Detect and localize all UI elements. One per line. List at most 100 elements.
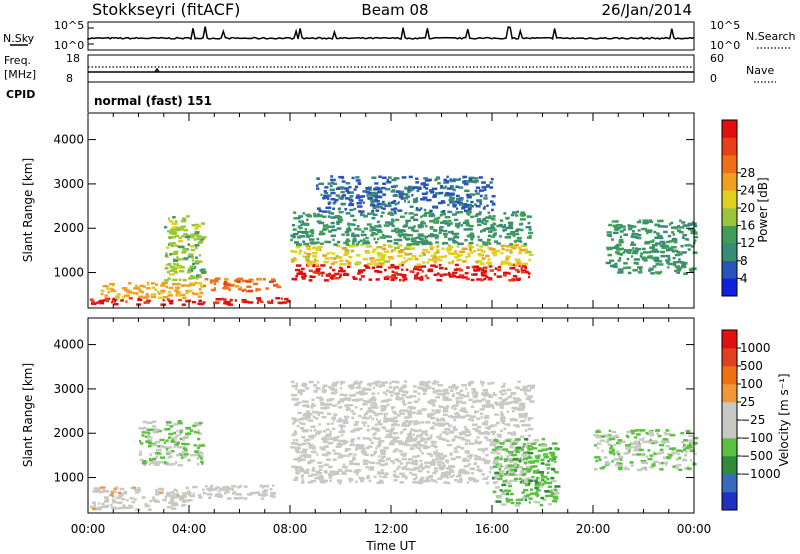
data-cell — [490, 177, 494, 181]
data-cell — [423, 437, 428, 441]
data-cell — [429, 427, 435, 430]
data-cell — [464, 450, 470, 453]
data-cell — [398, 195, 404, 199]
data-cell — [303, 455, 307, 459]
data-cell — [405, 195, 411, 198]
data-cell — [513, 477, 519, 481]
data-cell — [402, 421, 407, 425]
data-cell — [665, 249, 670, 252]
data-cell — [370, 441, 374, 444]
data-cell — [461, 384, 467, 387]
data-cell — [501, 225, 507, 228]
data-cell — [399, 230, 404, 234]
data-cell — [373, 195, 377, 199]
data-cell — [417, 454, 420, 458]
data-cell — [338, 468, 342, 472]
data-cell — [440, 185, 444, 188]
data-cell — [668, 454, 673, 457]
data-cell — [321, 448, 326, 451]
data-cell — [322, 197, 326, 200]
data-cell — [524, 392, 528, 396]
data-cell — [519, 419, 526, 423]
data-cell — [301, 384, 305, 387]
data-cell — [493, 444, 497, 447]
data-cell — [214, 494, 218, 497]
data-cell — [373, 226, 376, 230]
data-cell — [664, 440, 670, 444]
data-cell — [306, 247, 312, 251]
data-cell — [91, 507, 97, 511]
data-cell — [331, 181, 334, 185]
data-cell — [314, 476, 320, 480]
data-cell — [491, 195, 496, 198]
data-cell — [467, 455, 473, 458]
data-cell — [432, 421, 436, 425]
data-cell — [418, 254, 423, 257]
data-cell — [665, 444, 670, 448]
data-cell — [448, 273, 452, 276]
data-cell — [609, 451, 615, 455]
data-cell — [415, 429, 419, 433]
data-cell — [380, 407, 387, 411]
data-cell — [398, 238, 403, 242]
data-cell — [536, 471, 542, 474]
data-cell — [138, 426, 142, 430]
data-cell — [423, 177, 428, 180]
data-cell — [168, 432, 174, 436]
data-cell — [159, 445, 164, 448]
data-cell — [465, 459, 470, 462]
data-cell — [310, 425, 316, 428]
data-cell — [416, 189, 420, 193]
data-cell — [508, 484, 513, 488]
data-cell — [433, 194, 437, 197]
data-cell — [409, 188, 415, 191]
data-cell — [396, 231, 401, 234]
data-cell — [308, 446, 312, 449]
data-cell — [371, 405, 376, 409]
data-cell — [441, 393, 446, 397]
data-cell — [396, 459, 401, 463]
data-cell — [149, 459, 154, 462]
data-cell — [418, 464, 423, 468]
data-cell — [688, 243, 692, 247]
noise-strip-frame — [87, 21, 695, 51]
data-cell — [478, 189, 485, 192]
data-cell — [507, 401, 512, 404]
data-cell — [360, 479, 364, 483]
data-cell — [660, 250, 666, 254]
data-cell — [411, 247, 416, 250]
data-cell — [448, 238, 452, 241]
data-cell — [335, 198, 339, 202]
colorbar-swatch — [722, 190, 737, 209]
data-cell — [497, 265, 502, 269]
data-cell — [667, 245, 670, 248]
data-cell — [688, 268, 692, 271]
data-cell — [498, 224, 502, 227]
data-cell — [520, 479, 525, 483]
data-cell — [402, 390, 407, 393]
data-cell — [656, 272, 662, 275]
data-cell — [451, 187, 455, 191]
data-cell — [443, 273, 448, 276]
data-cell — [438, 266, 444, 270]
data-cell — [693, 251, 698, 254]
data-cell — [185, 426, 191, 430]
data-cell — [494, 486, 500, 489]
data-cell — [362, 459, 369, 462]
data-cell — [175, 489, 178, 493]
data-cell — [413, 429, 417, 432]
data-cell — [505, 255, 511, 258]
data-cell — [193, 233, 199, 236]
data-cell — [493, 273, 497, 276]
data-cell — [518, 473, 522, 477]
data-cell — [470, 232, 474, 235]
colorbar-tick-label: 16 — [740, 219, 755, 233]
data-cell — [305, 438, 311, 442]
data-cell — [426, 452, 432, 456]
data-cell — [465, 255, 469, 259]
data-cell — [425, 387, 430, 390]
data-cell — [500, 419, 506, 423]
data-cell — [355, 386, 361, 389]
data-cell — [595, 459, 599, 463]
